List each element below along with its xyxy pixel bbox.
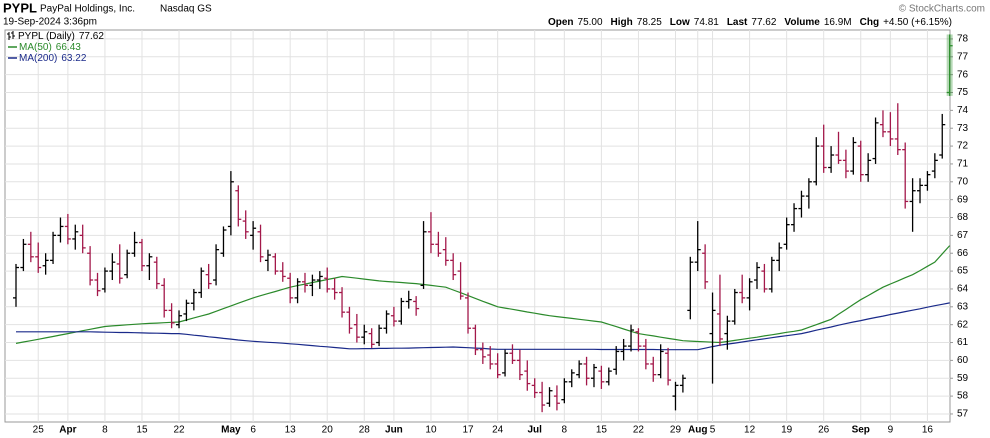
legend-value: 77.62 — [79, 31, 104, 42]
y-tick-label: 67 — [957, 230, 969, 241]
y-tick-label: 68 — [957, 212, 969, 223]
quote-label: Volume — [784, 17, 820, 28]
y-tick-label: 72 — [957, 141, 969, 152]
legend-name: MA(200) — [19, 53, 57, 64]
quote-value: 78.25 — [637, 17, 662, 28]
y-tick-label: 61 — [957, 337, 969, 348]
y-tick-label: 65 — [957, 266, 969, 277]
x-tick-label: 17 — [462, 425, 474, 436]
x-tick-label: 16 — [922, 425, 934, 436]
quote-value: 77.62 — [751, 17, 776, 28]
y-tick-label: 64 — [957, 284, 969, 295]
y-tick-label: 73 — [957, 123, 969, 134]
x-tick-label: 8 — [102, 425, 108, 436]
timestamp: 19-Sep-2024 3:36pm — [3, 17, 97, 28]
x-tick-label: 5 — [710, 425, 716, 436]
plot-frame — [4, 29, 951, 423]
x-tick-label: 26 — [818, 425, 830, 436]
x-tick-label: May — [221, 425, 241, 436]
x-tick-label: 9 — [888, 425, 894, 436]
y-tick-label: 76 — [957, 69, 969, 80]
y-tick-label: 78 — [957, 34, 969, 45]
quote-label: Low — [670, 17, 690, 28]
y-tick-label: 71 — [957, 159, 969, 170]
x-tick-label: Aug — [688, 425, 707, 436]
quote-label: Open — [548, 17, 574, 28]
legend-entry: MA(200) 63.22 — [19, 53, 87, 64]
y-tick-label: 70 — [957, 176, 969, 187]
y-tick-label: 59 — [957, 373, 969, 384]
y-tick-label: 58 — [957, 391, 969, 402]
x-tick-label: 24 — [492, 425, 504, 436]
quote-value: 16.9M — [824, 17, 852, 28]
y-tick-label: 74 — [957, 105, 969, 116]
y-tick-label: 62 — [957, 319, 969, 330]
x-tick-label: Sep — [852, 425, 870, 436]
symbol: PYPL — [3, 0, 37, 15]
x-tick-label: 8 — [562, 425, 568, 436]
y-tick-label: 69 — [957, 194, 969, 205]
quote-value: 75.00 — [578, 17, 603, 28]
y-tick-label: 60 — [957, 355, 969, 366]
x-tick-label: 28 — [359, 425, 371, 436]
x-tick-label: 29 — [670, 425, 682, 436]
legend-entry: PYPL (Daily) 77.62 — [18, 31, 104, 42]
quote-label: Last — [727, 17, 748, 28]
exchange: Nasdaq GS — [160, 4, 212, 15]
copyright: © StockCharts.com — [899, 4, 985, 15]
legend-value: 63.22 — [61, 53, 86, 64]
quote: Open 75.00 High 78.25 Low 74.81 Last 77.62 Volum… — [548, 17, 952, 28]
y-tick-label: 77 — [957, 51, 969, 62]
x-tick-label: 22 — [173, 425, 185, 436]
x-tick-label: Apr — [59, 425, 76, 436]
grid — [5, 30, 950, 422]
ma-line — [15, 245, 951, 344]
x-tick-label: 6 — [250, 425, 256, 436]
y-tick-label: 66 — [957, 248, 969, 259]
quote-label: Chg — [860, 17, 879, 28]
quote-value: +4.50 (+6.15%) — [883, 17, 952, 28]
x-tick-label: Jun — [385, 425, 403, 436]
x-tick-label: 15 — [136, 425, 148, 436]
legend-name: PYPL (Daily) — [18, 31, 75, 42]
x-tick-label: 13 — [285, 425, 297, 436]
legend-value: 66.43 — [56, 42, 81, 53]
legend-entry: MA(50) 66.43 — [19, 42, 81, 53]
y-tick-label: 63 — [957, 301, 969, 312]
x-tick-label: 19 — [781, 425, 793, 436]
y-tick-label: 57 — [957, 409, 969, 420]
x-tick-label: Jul — [527, 425, 542, 436]
y-tick-label: 75 — [957, 87, 969, 98]
company: PayPal Holdings, Inc. — [40, 4, 135, 15]
x-tick-label: 10 — [425, 425, 437, 436]
x-tick-label: 12 — [744, 425, 756, 436]
x-tick-label: 22 — [633, 425, 645, 436]
legend-icon — [7, 31, 15, 40]
x-tick-label: 25 — [33, 425, 45, 436]
x-tick-label: 15 — [596, 425, 608, 436]
quote-label: High — [611, 17, 633, 28]
x-tick-label: 20 — [322, 425, 334, 436]
quote-value: 74.81 — [694, 17, 719, 28]
legend-name: MA(50) — [19, 42, 52, 53]
